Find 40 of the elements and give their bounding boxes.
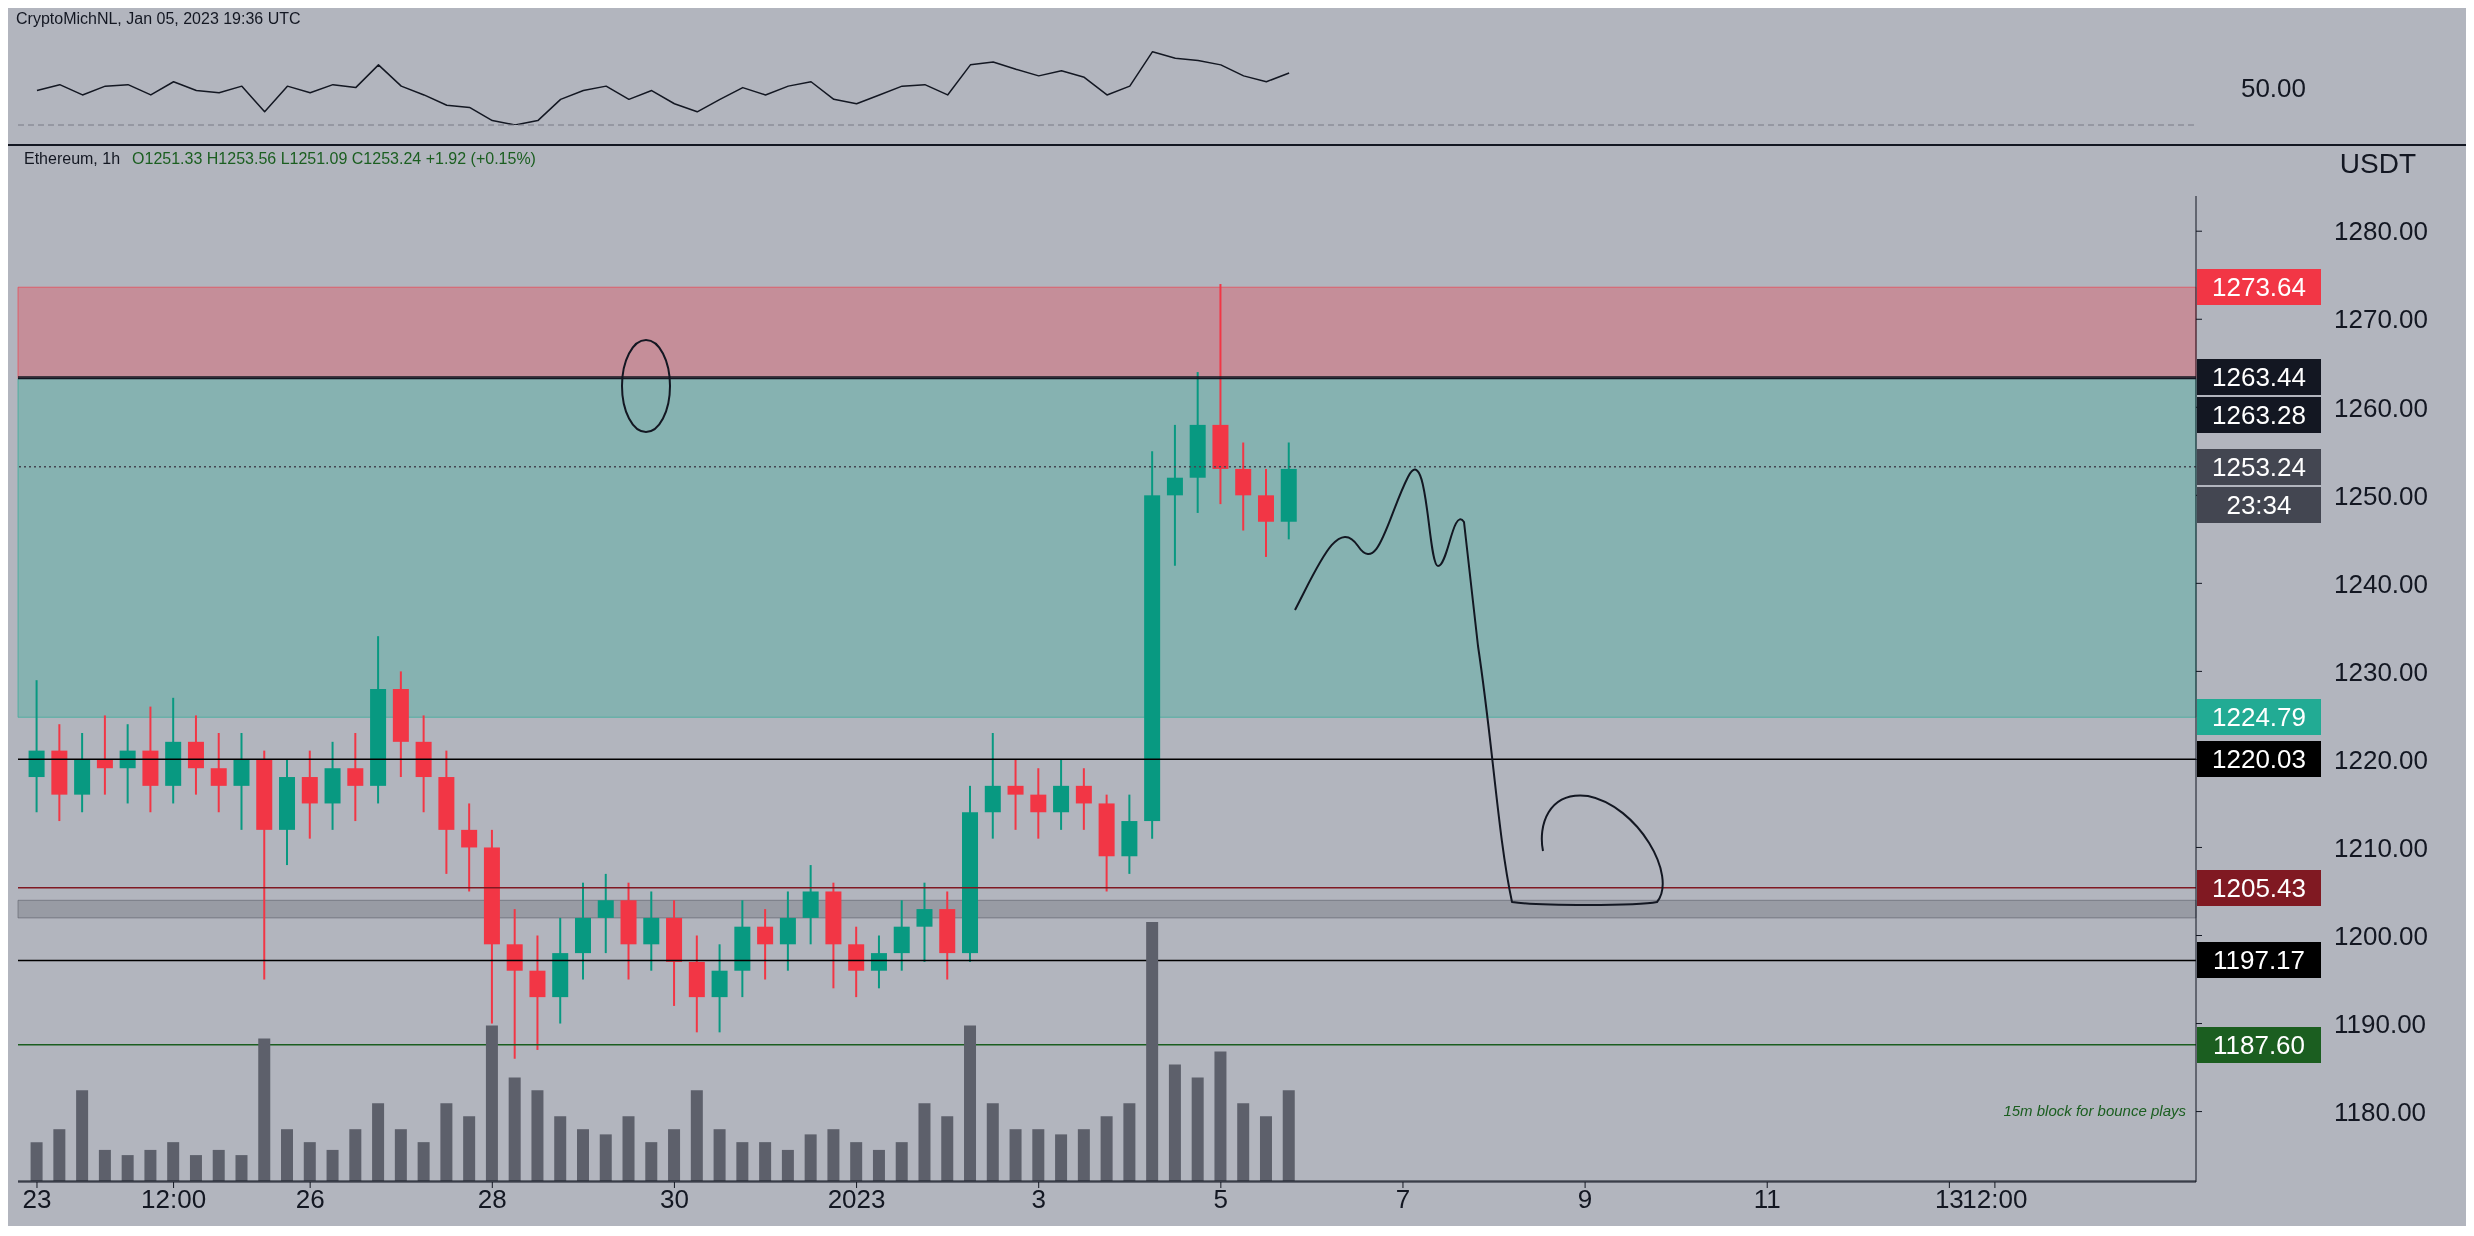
y-tick-label: 1180.00 [2334,1096,2427,1127]
x-tick-label: 30 [659,1184,689,1215]
x-tick-label: 23 [22,1184,52,1215]
x-tick-label: 7 [1395,1184,1411,1215]
x-tick-label: 26 [295,1184,325,1215]
y-axis-title: USDT [2339,148,2416,180]
text: 50.00 [2240,73,2306,104]
y-tick-label: 1200.00 [2334,920,2428,951]
x-tick-label: 12:00 [141,1184,207,1215]
ref-line-label: 1197.17 [2197,942,2321,979]
x-tick-label: 3 [1031,1184,1046,1215]
ref-line-label: 1253.24 [2197,448,2321,485]
text: 23:34 [2197,486,2321,523]
y-tick-label: 1280.00 [2334,216,2428,247]
annotation: 15m block for bounce plays [2003,1102,2186,1119]
y-tick-label: 1240.00 [2334,568,2428,599]
y-tick-label: 1190.00 [2334,1008,2427,1039]
chart-subtitle: O1251.33 H1253.56 L1251.09 C1253.24 +1.92 (+0.15%) [132,150,536,167]
x-tick-label: 9 [1577,1184,1593,1215]
y-tick-label: 1210.00 [2334,832,2428,863]
y-tick-label: 1270.00 [2334,304,2428,335]
ref-line-label: 1187.60 [2197,1026,2321,1063]
x-tick-label: 11 [1753,1184,1781,1215]
text: CryptoMichNL, Jan 05, 2023 19:36 UTC [15,9,302,29]
x-tick-label: 12:00 [1962,1184,2028,1215]
x-tick-label: 28 [477,1184,507,1215]
x-tick-label: 2023 [827,1184,886,1215]
y-tick-label: 1260.00 [2334,392,2428,423]
x-tick-label: 5 [1213,1184,1229,1215]
ref-line-label: 1263.44 [2197,359,2321,395]
y-tick-label: 1250.00 [2334,480,2428,511]
y-tick-label: 1220.00 [2334,744,2428,775]
x-tick-label: 13 [1934,1184,1964,1215]
ref-line-label: 1220.03 [2197,741,2321,778]
y-tick-label: 1230.00 [2334,656,2428,687]
ref-line-label: 1205.43 [2197,869,2321,906]
chart-title: Ethereum, 1h [24,150,121,167]
legend-label: 1263.28 [2197,397,2321,433]
band-label: 1273.64 [2197,269,2321,306]
band-label: 1224.79 [2197,699,2321,736]
